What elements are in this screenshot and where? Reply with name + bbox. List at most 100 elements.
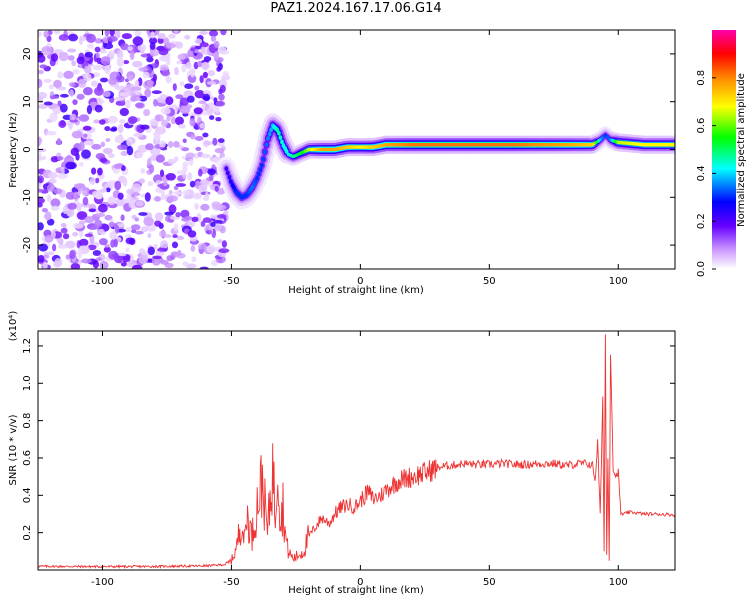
spectrogram-noise-blob [86, 105, 92, 115]
spectrogram-noise-blob [119, 92, 127, 97]
spectrogram-noise-blob [77, 249, 83, 259]
colorbar-tick-label: 0.2 [696, 213, 707, 229]
spectrogram-noise-blob [216, 214, 227, 219]
spectrogram-noise-blob [129, 50, 135, 60]
spectrogram-noise-blob [94, 219, 103, 228]
spectrogram-noise-blob [187, 172, 193, 181]
spectrogram-noise-blob [165, 57, 171, 66]
spectrogram-noise-blob [165, 96, 174, 106]
spectrogram-noise-blob [125, 237, 135, 245]
spectrogram-noise-blob [38, 54, 46, 63]
spectrogram-noise-blob [155, 180, 162, 185]
spectrogram-noise-blob [179, 81, 185, 87]
spectrogram-noise-blob [87, 244, 97, 251]
spectrogram-noise-blob [173, 185, 179, 191]
spectrogram-noise-blob [95, 52, 100, 59]
colorbar-label: Normalized spectral amplitude [736, 73, 747, 227]
snr-x-label: Height of straight line (km) [288, 585, 424, 596]
spectrogram-noise-blob [160, 191, 166, 201]
spectrogram-noise-blob [184, 83, 194, 89]
spectrogram-ytick-label: -20 [22, 237, 33, 253]
spectrogram-ridge-cell [266, 136, 270, 141]
spectrogram-noise-blob [182, 261, 189, 267]
spectrogram-ytick-label: 0 [22, 146, 33, 152]
spectrogram-noise-blob [158, 47, 169, 56]
spectrogram-noise-blob [166, 115, 171, 122]
spectrogram-noise-blob [99, 157, 108, 163]
spectrogram-noise-blob [117, 192, 124, 200]
spectrogram-noise-blob [59, 103, 68, 113]
spectrogram-noise-blob [84, 233, 93, 238]
spectrogram-noise-blob [181, 147, 190, 152]
spectrogram-noise-blob [165, 76, 172, 84]
spectrogram-noise-blob [134, 230, 144, 235]
spectrogram-noise-blob [173, 223, 179, 232]
spectrogram-noise-blob [218, 46, 227, 55]
spectrogram-noise-blob [84, 216, 95, 224]
spectrogram-noise-blob [76, 211, 88, 220]
spectrogram-noise-blob [143, 109, 151, 117]
spectrogram-ridge-cell [269, 127, 273, 133]
spectrogram-noise-blob [194, 202, 200, 210]
spectrogram-noise-blob [120, 151, 129, 156]
spectrogram-noise-blob [168, 204, 177, 214]
spectrogram-noise-blob [200, 46, 206, 55]
spectrogram-noise-blob [199, 123, 205, 129]
spectrogram-noise-blob [146, 213, 153, 218]
spectrogram-noise-blob [194, 90, 205, 99]
spectrogram-noise-blob [76, 202, 82, 212]
spectrogram-noise-blob [95, 153, 106, 160]
spectrogram-noise-blob [127, 46, 133, 51]
spectrogram-noise-blob [205, 229, 212, 235]
spectrogram-noise-blob [214, 185, 219, 192]
spectrogram-noise-blob [182, 161, 189, 167]
spectrogram-noise-blob [45, 130, 57, 136]
spectrogram-noise-blob [104, 126, 111, 132]
spectrogram-noise-blob [57, 244, 69, 249]
spectrogram-noise-blob [110, 239, 115, 248]
spectrogram-noise-blob [62, 233, 70, 240]
spectrogram-noise-blob [157, 247, 168, 252]
spectrogram-ytick-label: -10 [22, 189, 33, 205]
spectrogram-noise-blob [115, 197, 125, 207]
spectrogram-noise-blob [91, 167, 97, 175]
spectrogram-noise-blob [117, 124, 124, 134]
snr-ytick-label: 0.2 [22, 525, 33, 541]
spectrogram-ridge-cell [278, 135, 283, 141]
spectrogram-noise-blob [44, 251, 55, 256]
spectrogram-noise-blob [159, 230, 167, 238]
spectrogram-noise-blob [202, 217, 212, 223]
spectrogram-ridge-cell [260, 162, 264, 168]
spectrogram-noise-blob [140, 168, 146, 174]
spectrogram-noise-blob [198, 100, 207, 105]
spectrogram-noise-blob [176, 235, 185, 241]
spectrogram-noise-blob [223, 210, 229, 215]
spectrogram-noise-blob [99, 119, 106, 125]
spectrogram-ridge-cell [277, 130, 281, 136]
spectrogram-noise-blob [43, 30, 49, 38]
spectrogram-noise-blob [140, 226, 149, 233]
spectrogram-noise-blob [150, 31, 155, 39]
spectrogram-noise-blob [39, 64, 47, 69]
snr-ytick-label: 1.2 [22, 338, 33, 354]
spectrogram-noise-blob [93, 119, 101, 124]
spectrogram-noise [38, 30, 231, 269]
spectrogram-noise-blob [182, 190, 191, 196]
spectrogram-noise-blob [138, 178, 145, 184]
spectrogram-xtick-label: -100 [91, 276, 114, 287]
spectrogram-noise-blob [67, 48, 77, 53]
spectrogram-noise-blob [92, 64, 103, 71]
spectrogram-noise-blob [135, 200, 144, 207]
spectrogram-noise-blob [200, 153, 211, 159]
spectrogram-noise-blob [60, 227, 68, 234]
spectrogram-noise-blob [78, 35, 84, 45]
spectrogram-noise-blob [206, 244, 217, 254]
spectrogram-noise-blob [50, 53, 59, 62]
spectrogram-noise-blob [114, 180, 122, 191]
spectrogram-noise-blob [123, 60, 130, 65]
spectrogram-noise-blob [123, 198, 130, 204]
spectrogram-noise-blob [203, 56, 212, 62]
spectrogram-noise-blob [69, 89, 74, 97]
